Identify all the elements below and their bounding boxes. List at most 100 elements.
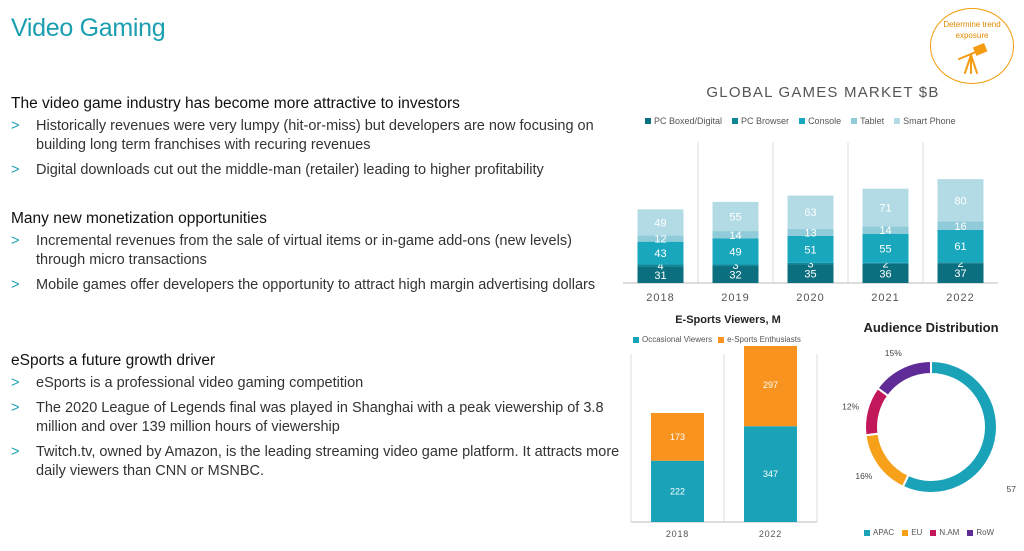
legend-label: e-Sports Enthusiasts (727, 335, 801, 344)
legend-item: Tablet (851, 116, 884, 126)
bar-segment (651, 412, 704, 461)
slice-label: 12% (842, 401, 859, 411)
bar-segment (937, 179, 984, 222)
bar-segment (712, 238, 759, 265)
legend-item: EU (902, 528, 922, 537)
data-label: 222 (670, 486, 685, 496)
bullet-marker: > (11, 277, 20, 293)
legend-item: e-Sports Enthusiasts (718, 335, 801, 344)
section-heading: Many new monetization opportunities (11, 210, 267, 227)
section-monetization: Many new monetization opportunities > Inc… (11, 210, 621, 301)
legend-label: Smart Phone (903, 116, 956, 126)
bar-segment (744, 346, 797, 427)
bullet-item: > The 2020 League of Legends final was pl… (11, 399, 621, 437)
legend-item: PC Boxed/Digital (645, 116, 722, 126)
bar-segment (862, 233, 909, 263)
data-label: 297 (763, 380, 778, 390)
legend-item: PC Browser (732, 116, 789, 126)
legend-swatch (902, 529, 909, 536)
slice-label: 57% (1006, 484, 1016, 494)
bar-segment (862, 226, 909, 234)
games-market-legend: PC Boxed/Digital PC Browser Console Tablet S… (645, 116, 956, 126)
bar-segment (787, 195, 834, 229)
x-tick-label: 2022 (946, 292, 974, 304)
legend-item: APAC (864, 528, 894, 537)
legend-label: Occasional Viewers (642, 335, 713, 344)
bar-segment (937, 230, 984, 263)
section-heading: eSports a future growth driver (11, 352, 216, 369)
bullet-marker: > (11, 375, 20, 391)
slide-title: Video Gaming (11, 14, 166, 42)
bar-segment (637, 235, 684, 242)
slice-label: 15% (885, 348, 902, 358)
data-label: 32 (729, 270, 741, 282)
esports-title: E-Sports Viewers, M (675, 314, 781, 326)
bullet-marker: > (11, 118, 20, 134)
legend-label: PC Browser (741, 116, 790, 126)
data-label: 35 (804, 269, 816, 281)
bullet-text: Incremental revenues from the sale of vi… (36, 233, 572, 268)
bar-segment (787, 228, 834, 236)
section-investors: The video game industry has become more … (11, 95, 621, 186)
data-label: 14 (879, 225, 891, 237)
data-label: 80 (954, 195, 966, 207)
x-tick-label: 2021 (871, 292, 899, 304)
bullet-text: Digital downloads cut out the middle-man… (36, 162, 544, 178)
data-label: 347 (763, 469, 778, 479)
bullet-text: Historically revenues were very lumpy (h… (36, 118, 594, 153)
legend-swatch (967, 529, 974, 536)
data-label: 63 (804, 207, 816, 219)
bar-segment (637, 266, 684, 283)
data-label: 13 (804, 227, 816, 239)
legend-label: N.AM (939, 528, 960, 537)
legend-item: RoW (967, 528, 994, 537)
bullet-item: > Mobile games offer developers the oppor… (11, 276, 621, 295)
legend-label: PC Boxed/Digital (654, 116, 723, 126)
data-label: 173 (670, 432, 685, 442)
bar-segment (712, 264, 759, 267)
data-label: 55 (729, 211, 741, 223)
data-label: 4 (657, 261, 663, 273)
data-label: 2 (957, 258, 963, 270)
data-label: 61 (954, 241, 966, 253)
legend-swatch (633, 336, 639, 343)
legend-label: RoW (976, 528, 995, 537)
trend-badge[interactable]: Determine trend exposure (930, 8, 1014, 84)
data-label: 14 (729, 230, 741, 242)
legend-swatch (930, 529, 937, 536)
bullet-text: Mobile games offer developers the opport… (36, 277, 596, 293)
audience-legend: APAC EU N.AM RoW (864, 528, 994, 537)
x-tick-label: 2019 (721, 292, 749, 304)
bullet-text: eSports is a professional video gaming c… (36, 375, 364, 391)
slice-label: 16% (855, 471, 872, 481)
bar-segment (787, 235, 834, 263)
bar-segment (787, 264, 834, 283)
bar-segment (937, 262, 984, 264)
data-label: 51 (804, 244, 816, 256)
bar-segment (787, 262, 834, 265)
esports-chart: 222 173 2018 347 297 2022 (630, 346, 818, 539)
bullet-item: > Historically revenues were very lumpy (… (11, 117, 621, 155)
donut-slice (864, 386, 890, 437)
section-esports: eSports a future growth driver > eSports … (11, 352, 621, 487)
bar-segment (637, 241, 684, 265)
data-label: 36 (879, 268, 891, 280)
data-label: 12 (654, 233, 666, 245)
bar-segment (862, 263, 909, 283)
legend-swatch (718, 336, 725, 343)
bar-segment (862, 188, 909, 227)
x-tick-label: 2018 (666, 529, 689, 539)
data-label: 3 (732, 260, 738, 272)
bullet-item: > Digital downloads cut out the middle-ma… (11, 161, 621, 180)
data-label: 37 (954, 268, 966, 280)
x-tick-label: 2018 (646, 292, 674, 304)
legend-swatch (851, 118, 858, 124)
data-label: 49 (729, 246, 741, 258)
data-label: 31 (654, 270, 666, 282)
audience-title: Audience Distribution (863, 320, 999, 335)
bullet-item: > eSports is a professional video gaming … (11, 374, 621, 393)
bullet-item: > Incremental revenues from the sale of v… (11, 232, 621, 270)
legend-swatch (864, 529, 870, 536)
esports-legend: Occasional Viewers e-Sports Enthusiasts (633, 335, 801, 344)
audience-chart: 57% 16% 12% 15% (842, 348, 1016, 494)
